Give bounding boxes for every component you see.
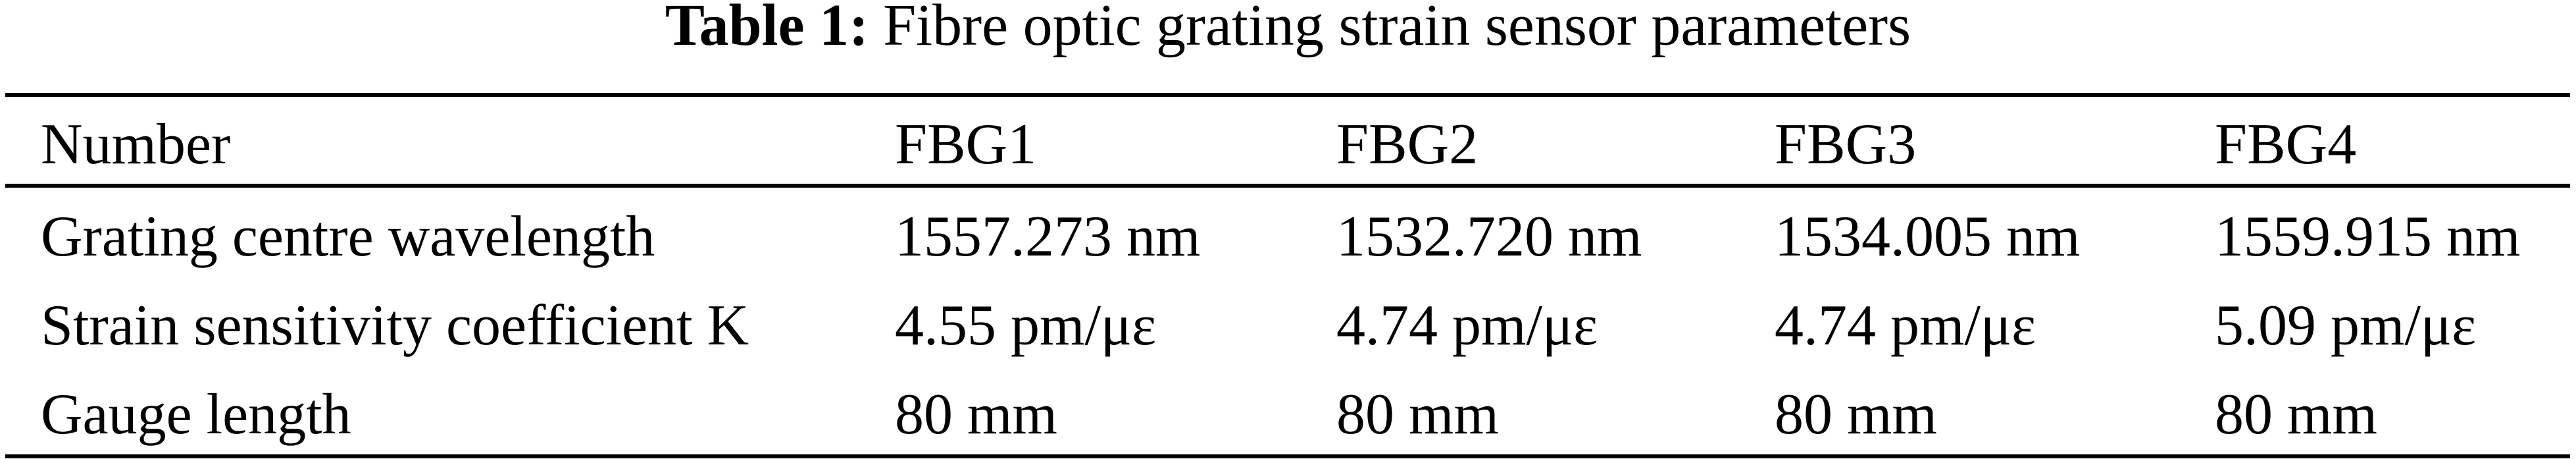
table-cell: 1559.915 nm bbox=[2215, 205, 2521, 269]
table-caption: Table 1: Fibre optic grating strain senso… bbox=[0, 0, 2576, 55]
table-cell: 4.74 pm/με bbox=[1775, 294, 2036, 358]
table-cell: 80 mm bbox=[2215, 383, 2377, 446]
table-cell: 1557.273 nm bbox=[895, 205, 1201, 269]
table-cell: 5.09 pm/με bbox=[2215, 294, 2477, 358]
top-rule bbox=[5, 93, 2570, 97]
table-cell: 1532.720 nm bbox=[1336, 205, 1642, 269]
header-cell: FBG4 bbox=[2215, 113, 2357, 176]
header-cell: FBG1 bbox=[895, 113, 1037, 176]
header-cell: FBG3 bbox=[1775, 113, 1917, 176]
header-cell: Number bbox=[41, 113, 231, 176]
row-label: Strain sensitivity coefficient K bbox=[41, 294, 749, 358]
header-cell: FBG2 bbox=[1336, 113, 1478, 176]
bottom-rule bbox=[5, 454, 2570, 458]
table-cell: 80 mm bbox=[1775, 383, 1937, 446]
row-label: Gauge length bbox=[41, 383, 351, 446]
header-rule bbox=[5, 184, 2570, 188]
table-cell: 80 mm bbox=[895, 383, 1057, 446]
row-label: Grating centre wavelength bbox=[41, 205, 655, 269]
caption-label: Table 1: bbox=[665, 0, 869, 58]
table-cell: 80 mm bbox=[1336, 383, 1499, 446]
table-cell: 4.74 pm/με bbox=[1336, 294, 1598, 358]
table-cell: 4.55 pm/με bbox=[895, 294, 1157, 358]
caption-text: Fibre optic grating strain sensor parame… bbox=[883, 0, 1911, 58]
table-cell: 1534.005 nm bbox=[1775, 205, 2081, 269]
